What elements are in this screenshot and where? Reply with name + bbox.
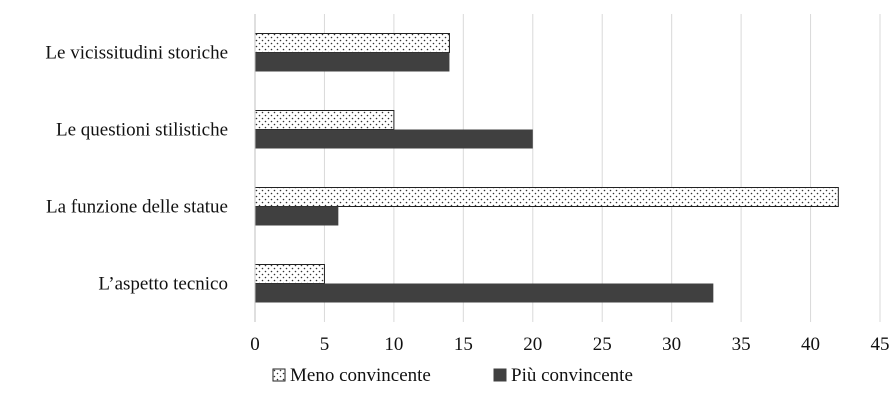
x-tick-label: 20 xyxy=(523,334,542,355)
x-tick-label: 15 xyxy=(454,334,473,355)
bar-meno-convincente xyxy=(254,33,450,53)
category-label: L’aspetto tecnico xyxy=(98,274,228,295)
x-tick-label: 30 xyxy=(662,334,681,355)
category-label: La funzione delle statue xyxy=(46,197,228,218)
legend-swatch xyxy=(272,368,286,382)
legend-label: Più convincente xyxy=(511,365,633,386)
legend-swatch xyxy=(493,368,507,382)
bar-piu-convincente xyxy=(255,206,339,226)
x-tick-label: 10 xyxy=(384,334,403,355)
category-label: Le vicissitudini storiche xyxy=(45,43,228,64)
x-tick-labels: 0 5 10 15 20 25 30 35 40 45 xyxy=(250,334,889,355)
x-tick-label: 35 xyxy=(732,334,751,355)
legend: Meno convincente Più convincente xyxy=(272,365,633,386)
legend-label: Meno convincente xyxy=(290,365,431,386)
bar-piu-convincente xyxy=(255,52,450,72)
x-tick-label: 5 xyxy=(320,334,330,355)
category-label: Le questioni stilistiche xyxy=(56,120,228,141)
bar-meno-convincente xyxy=(254,110,395,130)
bars xyxy=(254,33,839,303)
x-tick-label: 45 xyxy=(871,334,890,355)
x-tick-label: 40 xyxy=(801,334,820,355)
bar-meno-convincente xyxy=(254,264,325,284)
category-labels: Le vicissitudini storiche Le questioni st… xyxy=(45,43,228,295)
x-tick-label: 25 xyxy=(593,334,612,355)
bar-piu-convincente xyxy=(255,129,533,149)
bar-piu-convincente xyxy=(255,283,714,303)
x-tick-label: 0 xyxy=(250,334,260,355)
bar-meno-convincente xyxy=(254,187,839,207)
